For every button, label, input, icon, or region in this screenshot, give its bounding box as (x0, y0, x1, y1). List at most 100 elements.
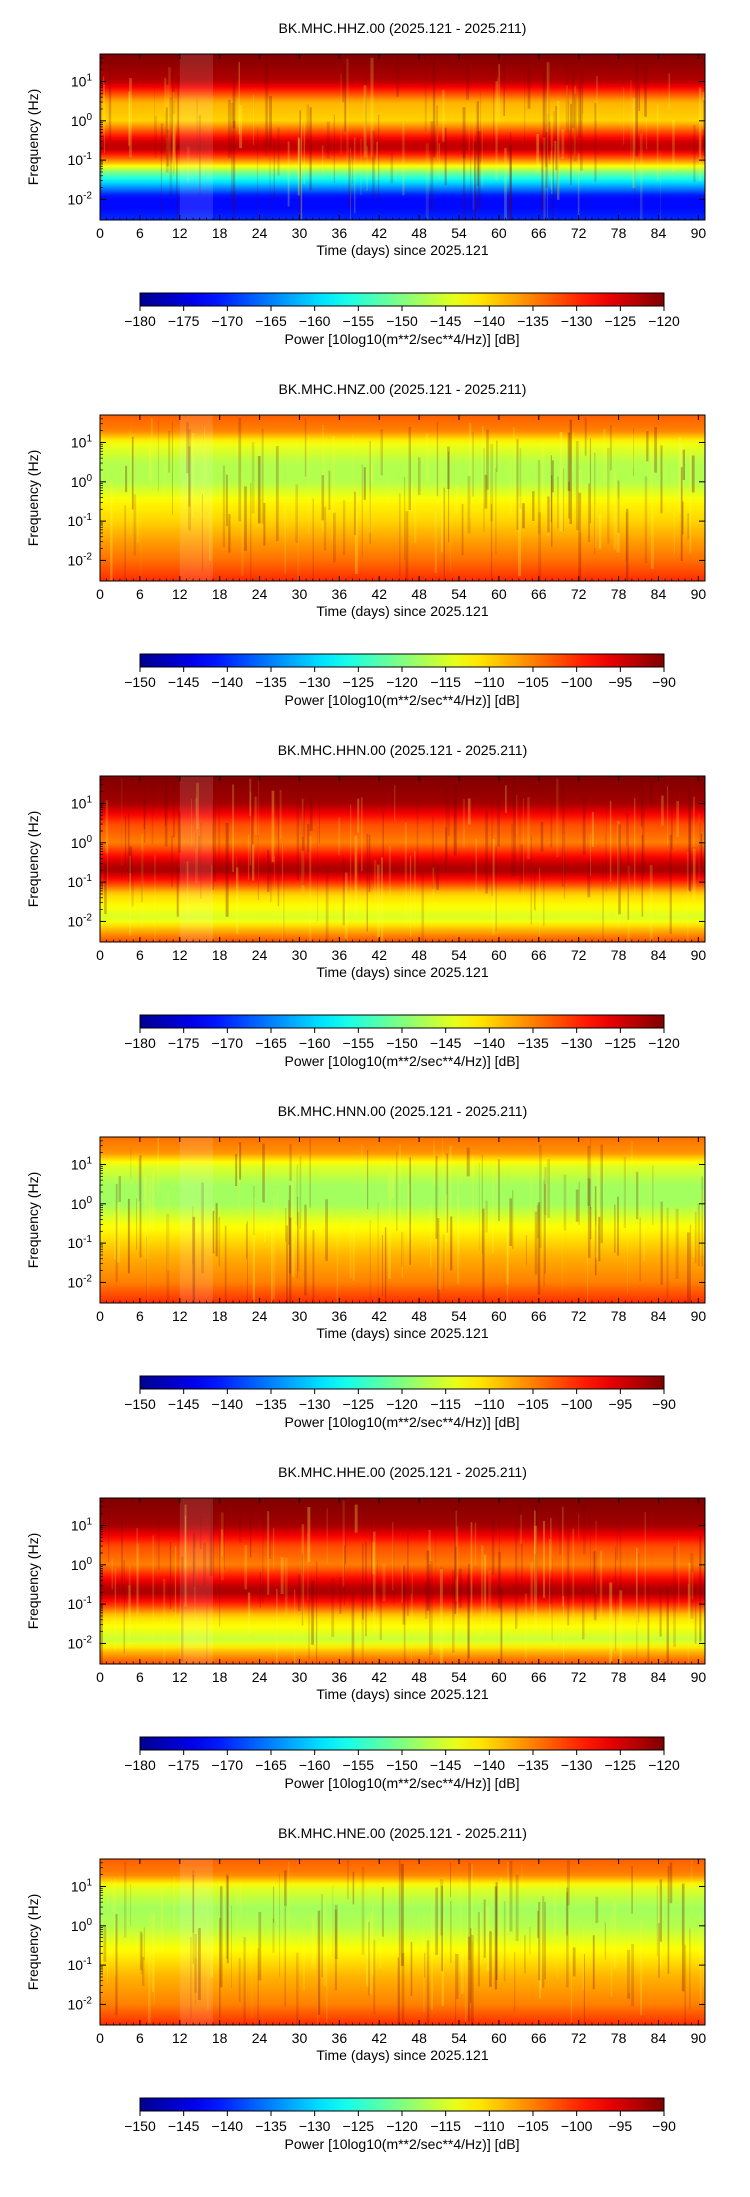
colorbar-tick-label: −175 (168, 1035, 200, 1051)
x-tick-label: 54 (451, 1308, 467, 1324)
x-tick-label: 0 (96, 2030, 104, 2046)
colorbar-tick-label: −130 (561, 313, 593, 329)
y-tick-label: 100 (71, 112, 93, 129)
x-tick-label: 90 (691, 2030, 707, 2046)
x-tick-label: 36 (332, 947, 348, 963)
y-tick-label: 10-2 (68, 190, 93, 207)
colorbar-tick-label: −110 (474, 674, 505, 690)
x-tick-label: 36 (332, 2030, 348, 2046)
colorbar-tick-label: −90 (652, 674, 676, 690)
x-tick-label: 18 (212, 1669, 228, 1685)
x-tick-label: 90 (691, 225, 707, 241)
heatmap-image (100, 776, 705, 942)
x-tick-label: 72 (571, 1308, 587, 1324)
x-tick-label: 30 (292, 1669, 308, 1685)
heatmap-streaks (100, 56, 706, 220)
x-tick-label: 66 (531, 2030, 547, 2046)
x-tick-label: 72 (571, 2030, 587, 2046)
x-tick-label: 24 (252, 2030, 268, 2046)
colorbar-tick-label: −150 (124, 2118, 156, 2134)
colorbar-tick-label: −180 (124, 313, 156, 329)
colorbar-tick-label: −105 (517, 1396, 549, 1412)
colorbar (139, 2097, 665, 2112)
colorbar-tick-label: −125 (343, 2118, 375, 2134)
x-tick-label: 30 (292, 225, 308, 241)
colorbar-tick-label: −170 (212, 1035, 244, 1051)
colorbar-tick-label: −160 (299, 1035, 331, 1051)
colorbar-tick-label: −155 (343, 313, 375, 329)
x-tick-label: 42 (371, 1308, 387, 1324)
x-tick-label: 90 (691, 586, 707, 602)
x-tick-label: 6 (136, 586, 144, 602)
x-tick-label: 84 (651, 225, 667, 241)
plot-frame (99, 1497, 706, 1665)
colorbar-tick-label: −115 (430, 2118, 461, 2134)
heatmap-streaks (104, 776, 703, 942)
colorbar-tick-label: −135 (255, 2118, 287, 2134)
y-tick-label: 10-2 (68, 1273, 93, 1290)
colorbar-tick-label: −140 (212, 2118, 244, 2134)
y-tick-label: 101 (71, 1516, 93, 1533)
spectrogram-panel: BK.MHC.HHN.00 (2025.121 - 2025.211) 0 6 12 1… (25, 742, 706, 1069)
x-tick-label: 30 (292, 586, 308, 602)
colorbar-label: Power [10log10(m**2/sec**4/Hz)] [dB] (285, 1414, 520, 1430)
heatmap-image (100, 415, 705, 581)
spectrogram-panel: BK.MHC.HNE.00 (2025.121 - 2025.211) 0 6 12 1… (25, 1825, 706, 2152)
y-tick-label: 100 (71, 1917, 93, 1934)
x-tick-label: 60 (491, 225, 507, 241)
heatmap-streaks (110, 417, 695, 581)
spectrogram-panel: BK.MHC.HNN.00 (2025.121 - 2025.211) 0 6 12 1… (25, 1103, 706, 1430)
x-axis-label: Time (days) since 2025.121 (316, 242, 488, 258)
y-axis-label: Frequency (Hz) (25, 1533, 41, 1629)
y-axis-label: Frequency (Hz) (25, 811, 41, 907)
x-tick-label: 6 (136, 947, 144, 963)
y-tick-label: 10-2 (68, 912, 93, 929)
colorbar-label: Power [10log10(m**2/sec**4/Hz)] [dB] (285, 2136, 520, 2152)
colorbar-tick-label: −150 (386, 313, 418, 329)
x-tick-label: 90 (691, 947, 707, 963)
colorbar-tick-label: −160 (299, 313, 331, 329)
x-tick-label: 6 (136, 1669, 144, 1685)
colorbar-tick-label: −135 (517, 1035, 549, 1051)
x-tick-label: 18 (212, 947, 228, 963)
x-tick-label: 66 (531, 225, 547, 241)
x-tick-label: 12 (172, 1308, 188, 1324)
colorbar-tick-label: −115 (430, 674, 461, 690)
y-tick-label: 10-1 (68, 512, 93, 529)
x-tick-label: 30 (292, 947, 308, 963)
x-tick-label: 6 (136, 2030, 144, 2046)
colorbar-tick-label: −90 (652, 1396, 676, 1412)
x-tick-label: 72 (571, 225, 587, 241)
colorbar-tick-label: −165 (255, 313, 287, 329)
x-tick-label: 42 (371, 586, 387, 602)
x-tick-label: 0 (96, 586, 104, 602)
colorbar-tick-label: −105 (517, 2118, 549, 2134)
colorbar-tick-label: −135 (255, 674, 287, 690)
colorbar-tick-label: −140 (474, 1035, 506, 1051)
colorbar-tick-label: −180 (124, 1035, 156, 1051)
x-tick-label: 24 (252, 225, 268, 241)
colorbar-tick-label: −125 (343, 674, 375, 690)
colorbar-tick-label: −120 (386, 674, 418, 690)
x-tick-label: 12 (172, 225, 188, 241)
colorbar-tick-label: −95 (608, 2118, 632, 2134)
colorbar-tick-label: −100 (561, 674, 593, 690)
chart-title: BK.MHC.HNZ.00 (2025.121 - 2025.211) (279, 381, 527, 397)
colorbar-tick-label: −145 (430, 1757, 462, 1773)
colorbar-tick-label: −150 (124, 1396, 156, 1412)
x-tick-label: 54 (451, 225, 467, 241)
y-tick-label: 101 (71, 794, 93, 811)
colorbar-tick-label: −145 (168, 674, 200, 690)
x-tick-label: 90 (691, 1308, 707, 1324)
spectrogram-panel: BK.MHC.HHE.00 (2025.121 - 2025.211) 0 6 12 1… (25, 1464, 706, 1791)
x-tick-label: 6 (136, 1308, 144, 1324)
x-tick-label: 60 (491, 586, 507, 602)
x-axis-label: Time (days) since 2025.121 (316, 1686, 488, 1702)
y-tick-label: 10-1 (68, 1234, 93, 1251)
x-tick-label: 0 (96, 947, 104, 963)
colorbar-tick-label: −125 (343, 1396, 375, 1412)
spectrogram-panel: BK.MHC.HNZ.00 (2025.121 - 2025.211) 0 6 12 1… (25, 381, 706, 708)
x-tick-label: 24 (252, 1308, 268, 1324)
x-tick-label: 84 (651, 1669, 667, 1685)
